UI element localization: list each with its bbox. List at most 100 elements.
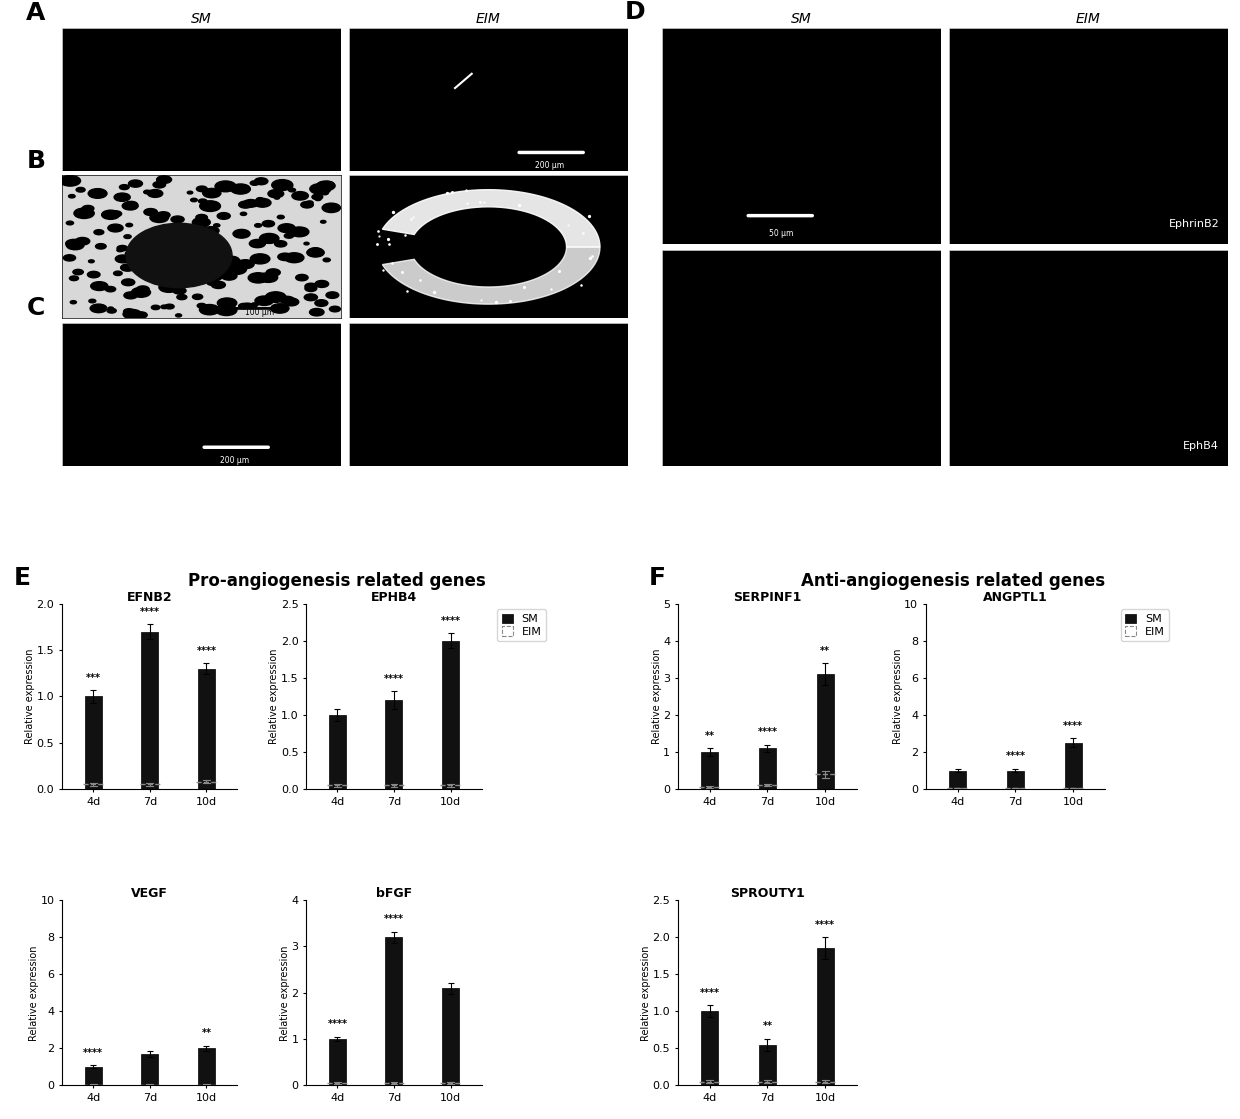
Circle shape — [161, 305, 167, 309]
Circle shape — [250, 254, 270, 264]
Text: EIM: EIM — [476, 11, 501, 26]
Y-axis label: Relative expression: Relative expression — [269, 649, 279, 744]
Circle shape — [272, 180, 293, 190]
Text: ****: **** — [384, 674, 404, 684]
Circle shape — [166, 279, 176, 283]
Circle shape — [254, 224, 262, 227]
Circle shape — [274, 197, 279, 199]
Bar — [1007, 771, 1024, 789]
Circle shape — [322, 204, 341, 213]
Circle shape — [170, 250, 187, 258]
Circle shape — [284, 298, 299, 305]
Bar — [198, 669, 215, 789]
Circle shape — [176, 313, 181, 317]
Circle shape — [274, 241, 286, 247]
Circle shape — [105, 286, 115, 292]
Circle shape — [278, 253, 293, 261]
Circle shape — [306, 201, 312, 205]
Legend: SM, EIM: SM, EIM — [556, 610, 605, 642]
Circle shape — [153, 181, 166, 188]
Circle shape — [265, 292, 286, 302]
Circle shape — [217, 264, 238, 274]
Title: ANGPTL1: ANGPTL1 — [983, 591, 1048, 604]
Text: SM: SM — [791, 11, 811, 26]
Text: ****: **** — [196, 646, 216, 656]
Bar — [759, 749, 776, 789]
Circle shape — [102, 210, 119, 219]
Circle shape — [196, 186, 207, 191]
Circle shape — [157, 261, 176, 271]
Circle shape — [315, 197, 321, 200]
Text: EphrinB2: EphrinB2 — [1168, 218, 1219, 228]
Bar — [141, 631, 159, 789]
Circle shape — [71, 301, 77, 303]
Y-axis label: Relative expression: Relative expression — [29, 946, 38, 1041]
Bar — [441, 988, 459, 1085]
Circle shape — [279, 186, 284, 188]
Circle shape — [278, 224, 295, 233]
Y-axis label: Relative expression: Relative expression — [641, 946, 651, 1041]
Circle shape — [82, 206, 94, 211]
Text: 200 μm: 200 μm — [221, 455, 249, 464]
Circle shape — [254, 198, 272, 207]
Circle shape — [123, 310, 141, 319]
Circle shape — [291, 191, 309, 200]
Circle shape — [305, 285, 316, 292]
Circle shape — [211, 281, 226, 289]
Circle shape — [117, 248, 123, 252]
Bar — [329, 715, 346, 789]
Circle shape — [165, 304, 174, 309]
Circle shape — [169, 263, 181, 270]
Circle shape — [143, 247, 164, 257]
Bar — [141, 1054, 159, 1085]
Circle shape — [74, 208, 94, 218]
Circle shape — [88, 271, 100, 278]
Circle shape — [202, 267, 219, 276]
Y-axis label: Relative expression: Relative expression — [893, 649, 903, 744]
Text: ****: **** — [699, 988, 719, 998]
Circle shape — [191, 198, 197, 201]
Circle shape — [315, 300, 327, 307]
Circle shape — [68, 195, 76, 198]
Circle shape — [254, 178, 268, 185]
Circle shape — [73, 270, 83, 274]
Bar — [817, 674, 835, 789]
Circle shape — [124, 292, 138, 299]
Title: SERPINF1: SERPINF1 — [733, 591, 801, 604]
Text: ****: **** — [758, 727, 777, 737]
Circle shape — [136, 286, 149, 292]
Circle shape — [202, 262, 215, 269]
Bar — [198, 1049, 215, 1085]
Circle shape — [108, 307, 113, 310]
Circle shape — [156, 176, 171, 184]
Circle shape — [88, 189, 107, 198]
Circle shape — [125, 252, 134, 256]
Circle shape — [119, 185, 129, 189]
Circle shape — [305, 283, 317, 290]
Circle shape — [125, 201, 138, 208]
Bar — [701, 752, 718, 789]
Circle shape — [255, 297, 273, 305]
Circle shape — [284, 234, 294, 238]
Text: E: E — [14, 566, 31, 591]
Circle shape — [322, 181, 334, 187]
Circle shape — [187, 191, 192, 194]
Circle shape — [148, 189, 162, 197]
Circle shape — [124, 309, 134, 314]
Circle shape — [177, 294, 187, 300]
Circle shape — [202, 188, 221, 198]
Circle shape — [330, 307, 341, 312]
Circle shape — [172, 288, 186, 294]
Circle shape — [238, 201, 252, 208]
Circle shape — [321, 220, 326, 223]
Circle shape — [131, 288, 150, 298]
Circle shape — [120, 264, 135, 271]
Text: ****: **** — [140, 606, 160, 617]
Circle shape — [144, 190, 151, 194]
Circle shape — [267, 269, 280, 276]
Text: Anti-angiogenesis related genes: Anti-angiogenesis related genes — [801, 572, 1105, 591]
Circle shape — [242, 303, 253, 309]
Circle shape — [108, 224, 123, 232]
Circle shape — [136, 251, 146, 256]
Circle shape — [198, 199, 207, 204]
